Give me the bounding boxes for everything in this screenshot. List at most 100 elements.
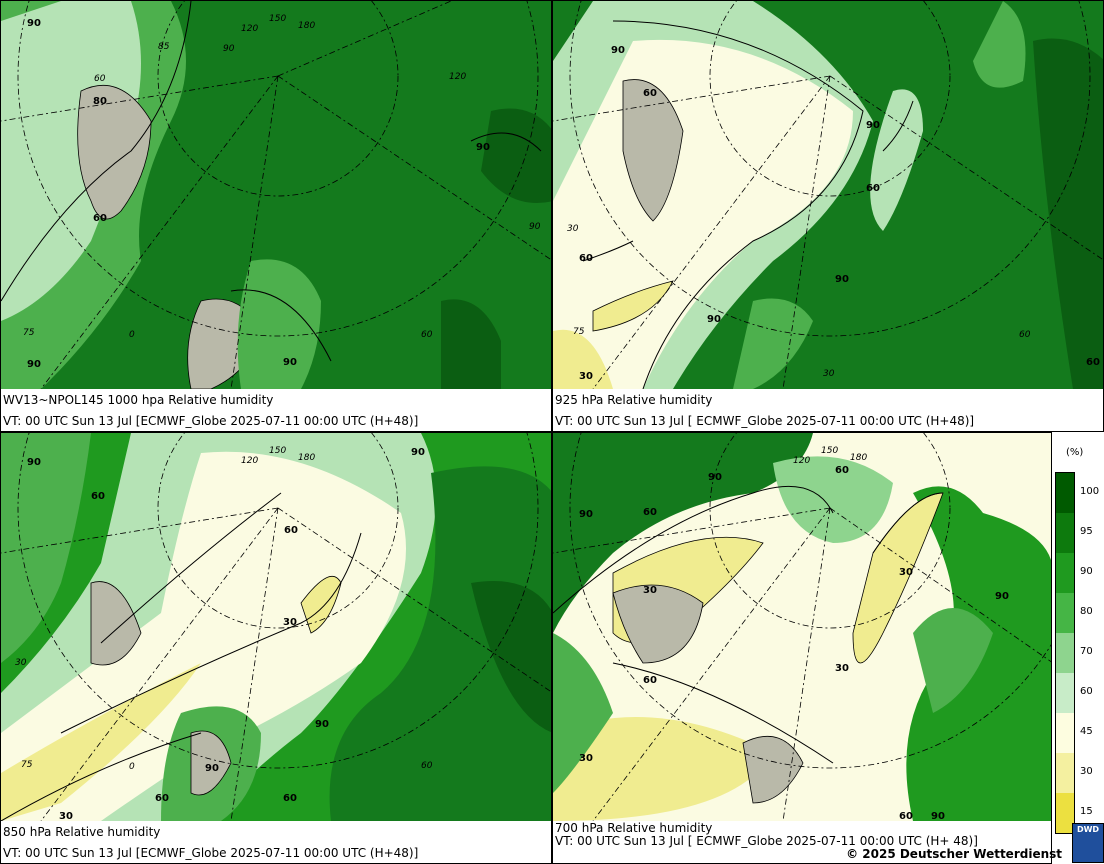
contour-label: 90	[476, 142, 490, 153]
copyright: © 2025 Deutscher Wetterdienst	[846, 847, 1062, 861]
contour-label: 90	[611, 45, 625, 56]
contour-label: 30	[567, 224, 579, 234]
legend-swatch	[1056, 753, 1074, 793]
legend-tick-label: 100	[1080, 486, 1100, 497]
contour-label: 60	[899, 811, 913, 821]
map-850hpa: 90 90 60 60 30 90 90 60 60 30 60 30 75 0…	[1, 433, 551, 821]
contour-label: 30	[579, 371, 593, 382]
lon-label: 150	[821, 446, 838, 456]
legend-tick-label: 30	[1080, 766, 1093, 777]
panel-title: 925 hPa Relative humidity	[555, 393, 713, 407]
contour-label: 90	[579, 509, 593, 520]
legend-tick-label: 80	[1080, 606, 1093, 617]
lon-label: 60	[94, 74, 106, 84]
contour-label: 90	[707, 314, 721, 325]
panel-850hpa: 90 90 60 60 30 90 90 60 60 30 60 30 75 0…	[0, 432, 552, 864]
contour-label: 90	[866, 120, 880, 131]
legend-tick-label: 95	[1080, 526, 1093, 537]
contour-label: 60	[1086, 357, 1100, 368]
legend-swatch	[1056, 593, 1074, 633]
contour-label: 90	[205, 763, 219, 774]
legend-swatch	[1056, 473, 1074, 513]
contour-label: 0	[129, 330, 135, 340]
legend-swatch	[1056, 673, 1074, 713]
contour-label: 60	[1019, 330, 1031, 340]
legend-tick-label: 90	[1080, 566, 1093, 577]
panel-700hpa: 90 60 90 60 30 30 30 90 60 30 60 90 120 …	[552, 432, 1052, 864]
contour-label: 90	[27, 457, 41, 468]
legend-swatch	[1056, 553, 1074, 593]
lon-label: 150	[269, 446, 286, 456]
contour-label: 60	[155, 793, 169, 804]
map-1000hpa: 90 80 60 90 90 90 75 0 60 90 120 150 180…	[1, 1, 551, 389]
contour-label: 90	[708, 472, 722, 483]
lon-label: 120	[241, 456, 258, 466]
lon-label: 120	[793, 456, 810, 466]
panel-1000hpa: 90 80 60 90 90 90 75 0 60 90 120 150 180…	[0, 0, 552, 432]
contour-label: 60	[643, 507, 657, 518]
contour-label: 60	[421, 761, 433, 771]
contour-label: 60	[283, 793, 297, 804]
valid-time: VT: 00 UTC Sun 13 Jul [ ECMWF_Globe 2025…	[555, 834, 978, 848]
legend-tick-label: 45	[1080, 726, 1093, 737]
lon-label: 150	[269, 14, 286, 24]
contour-label: 75	[21, 760, 33, 770]
legend-colorbar	[1055, 472, 1075, 834]
contour-label: 30	[283, 617, 297, 628]
lon-label: 180	[298, 453, 315, 463]
contour-label: 90	[931, 811, 945, 821]
lon-label: 120	[241, 24, 258, 34]
dwd-logo: DWD	[1072, 823, 1104, 863]
lon-label: 180	[298, 21, 315, 31]
lon-label: 85	[158, 42, 170, 52]
legend-swatch	[1056, 633, 1074, 673]
panel-title: WV13~NPOL145 1000 hpa Relative humidity	[3, 393, 274, 407]
contour-label: 75	[573, 327, 585, 337]
valid-time: VT: 00 UTC Sun 13 Jul [ECMWF_Globe 2025-…	[3, 846, 419, 860]
contour-label: 30	[835, 663, 849, 674]
contour-label: 90	[27, 18, 41, 29]
contour-label: 90	[411, 447, 425, 458]
panel-title: 700 hPa Relative humidity	[555, 821, 713, 835]
contour-label: 30	[579, 753, 593, 764]
panel-925hpa: 90 60 90 60 90 90 60 60 30 30 75 60 30 9…	[552, 0, 1104, 432]
legend-tick-label: 15	[1080, 806, 1093, 817]
contour-label: 60	[421, 330, 433, 340]
contour-label: 90	[529, 222, 541, 232]
contour-label: 60	[93, 213, 107, 224]
contour-label: 90	[995, 591, 1009, 602]
valid-time: VT: 00 UTC Sun 13 Jul [ECMWF_Globe 2025-…	[3, 414, 419, 428]
contour-label: 60	[91, 491, 105, 502]
dwd-logo-text: DWD	[1076, 825, 1100, 834]
lon-label: 120	[449, 72, 466, 82]
legend-swatch	[1056, 513, 1074, 553]
contour-label: 60	[866, 183, 880, 194]
contour-label: 60	[643, 675, 657, 686]
contour-label: 60	[643, 88, 657, 99]
map-700hpa: 90 60 90 60 30 30 30 90 60 30 60 90 120 …	[553, 433, 1051, 821]
contour-label: 60	[835, 465, 849, 476]
lon-label: 180	[850, 453, 867, 463]
contour-label: 60	[579, 253, 593, 264]
contour-label: 80	[93, 96, 107, 107]
legend-tick-label: 70	[1080, 646, 1093, 657]
contour-label: 90	[283, 357, 297, 368]
contour-label: 90	[315, 719, 329, 730]
legend-swatch	[1056, 793, 1074, 833]
legend-swatch	[1056, 713, 1074, 753]
color-legend: (%) 100 95 90 80 70 60 45 30 15	[1052, 434, 1102, 834]
map-925hpa: 90 60 90 60 90 90 60 60 30 30 75 60 30	[553, 1, 1103, 389]
contour-label: 90	[27, 359, 41, 370]
contour-label: 75	[23, 328, 35, 338]
lon-label: 90	[223, 44, 235, 54]
contour-label: 30	[643, 585, 657, 596]
legend-tick-label: 60	[1080, 686, 1093, 697]
contour-label: 60	[284, 525, 298, 536]
contour-label: 30	[59, 811, 73, 821]
contour-label: 30	[899, 567, 913, 578]
contour-label: 30	[15, 658, 27, 668]
panel-title: 850 hPa Relative humidity	[3, 825, 161, 839]
contour-label: 90	[835, 274, 849, 285]
valid-time: VT: 00 UTC Sun 13 Jul [ ECMWF_Globe 2025…	[555, 414, 975, 428]
contour-label: 30	[823, 369, 835, 379]
